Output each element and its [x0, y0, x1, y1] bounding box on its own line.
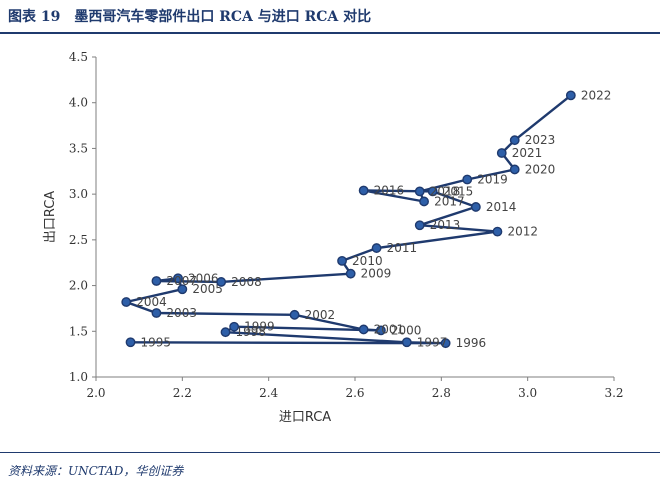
data-point-2017	[419, 196, 429, 207]
x-tick-label: 2.8	[432, 386, 451, 400]
data-point-2022	[565, 90, 576, 101]
point-label-2011: 2011	[387, 241, 418, 255]
source-rule	[0, 452, 660, 453]
point-label-2017: 2017	[434, 194, 465, 208]
data-point-2011	[371, 243, 382, 253]
data-point-1996	[440, 338, 451, 349]
y-tick-label: 3.5	[69, 141, 88, 155]
data-point-2006	[173, 273, 183, 284]
data-point-2002	[289, 309, 300, 320]
point-label-2018: 2018	[430, 184, 461, 198]
point-label-2022: 2022	[581, 88, 612, 102]
x-tick-label: 2.6	[345, 386, 364, 400]
data-point-2018	[414, 186, 425, 197]
x-tick-label: 2.0	[86, 386, 105, 400]
point-label-2016: 2016	[374, 183, 405, 197]
point-label-1997: 1997	[417, 335, 448, 349]
point-label-1998: 1998	[236, 325, 267, 339]
figure-title-text: 墨西哥汽车零部件出口 RCA 与进口 RCA 对比	[74, 9, 372, 25]
data-point-2014	[470, 202, 481, 212]
data-point-1998	[220, 327, 231, 338]
y-tick-label: 3.0	[69, 187, 88, 201]
rca-scatter-chart: 2.0 2.2 2.4 2.6 2.8 3.0 3.2 1.0 1.5 2.0 2.5 3.0 3.5 4…	[43, 50, 624, 425]
point-label-2004: 2004	[136, 295, 167, 309]
point-label-1996: 1996	[456, 336, 487, 350]
y-axis-title: 出口RCA	[43, 191, 58, 243]
y-tick-label: 1.0	[69, 370, 88, 384]
data-point-2004	[121, 297, 132, 307]
point-label-2001: 2001	[374, 322, 405, 336]
x-tick-label: 3.0	[518, 386, 537, 400]
point-label-1999: 1999	[244, 320, 275, 334]
figure-number: 图表 19	[8, 9, 61, 25]
point-label-2013: 2013	[430, 218, 461, 232]
data-point-2009	[345, 268, 356, 279]
data-point-2020	[509, 164, 520, 175]
point-label-2021: 2021	[512, 146, 543, 160]
x-tick-label: 2.4	[259, 386, 278, 400]
data-point-2015	[427, 186, 438, 197]
data-point-2003	[151, 308, 162, 318]
point-label-2003: 2003	[166, 306, 197, 320]
point-label-1995: 1995	[141, 335, 172, 349]
y-tick-label: 2.0	[69, 279, 88, 293]
data-point-2010	[337, 255, 347, 266]
x-axis-title: 进口RCA	[279, 410, 331, 425]
point-label-2009: 2009	[361, 267, 392, 281]
point-label-2012: 2012	[507, 225, 538, 239]
point-label-2020: 2020	[525, 162, 556, 176]
data-point-2013	[414, 220, 425, 231]
point-label-2010: 2010	[352, 254, 383, 268]
point-label-2008: 2008	[231, 275, 262, 289]
point-label-2002: 2002	[305, 308, 336, 322]
point-label-2015: 2015	[443, 184, 474, 198]
data-point-1997	[401, 337, 412, 348]
point-label-2014: 2014	[486, 200, 517, 214]
y-tick-label: 1.5	[69, 324, 88, 338]
data-point-2021	[496, 148, 507, 158]
point-label-2019: 2019	[477, 173, 508, 187]
data-point-2016	[358, 185, 369, 196]
point-label-2006: 2006	[188, 271, 219, 285]
data-point-2023	[509, 135, 520, 146]
data-point-2005	[177, 284, 188, 295]
point-label-2005: 2005	[192, 282, 223, 296]
figure-title: 图表 19 墨西哥汽车零部件出口 RCA 与进口 RCA 对比	[8, 6, 385, 26]
y-tick-label: 4.5	[69, 50, 88, 64]
data-point-2001	[358, 324, 369, 335]
point-label-2007: 2007	[166, 274, 197, 288]
data-point-1999	[229, 321, 240, 332]
data-point-2019	[462, 174, 473, 185]
data-point-2008	[216, 277, 227, 287]
x-tick-label: 3.2	[604, 386, 623, 400]
title-rule	[0, 32, 660, 34]
data-point-2000	[375, 325, 386, 336]
x-tick-label: 2.2	[173, 386, 192, 400]
y-tick-label: 2.5	[69, 233, 88, 247]
y-tick-label: 4.0	[69, 96, 88, 110]
point-label-2000: 2000	[391, 323, 422, 337]
data-point-2012	[492, 226, 503, 237]
source-note: 资料来源：UNCTAD，华创证券	[8, 464, 184, 478]
data-point-1995	[125, 337, 136, 348]
data-point-2007	[151, 276, 162, 286]
point-label-2023: 2023	[525, 133, 556, 147]
